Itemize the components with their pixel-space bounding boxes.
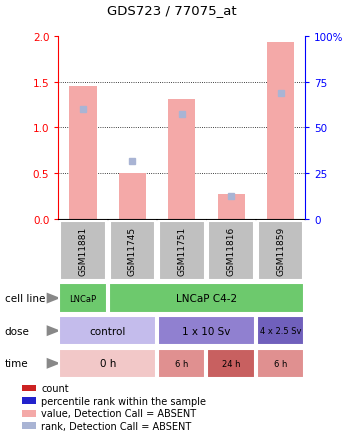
Bar	[109, 284, 304, 313]
Text: value, Detection Call = ABSENT: value, Detection Call = ABSENT	[41, 408, 196, 418]
Bar	[159, 221, 204, 280]
Bar	[209, 221, 254, 280]
Text: GSM11816: GSM11816	[227, 226, 236, 275]
Bar	[119, 174, 146, 219]
Bar	[208, 349, 255, 378]
Bar	[158, 316, 255, 345]
Text: LNCaP: LNCaP	[69, 294, 97, 303]
Text: cell line: cell line	[5, 293, 45, 303]
Text: GSM11881: GSM11881	[79, 226, 87, 275]
Text: 0 h: 0 h	[99, 358, 116, 368]
Bar	[59, 316, 156, 345]
Text: 1 x 10 Sv: 1 x 10 Sv	[182, 326, 231, 336]
Text: LNCaP C4-2: LNCaP C4-2	[176, 293, 237, 303]
Text: GSM11859: GSM11859	[276, 226, 285, 275]
Bar	[69, 87, 97, 219]
Text: 4 x 2.5 Sv: 4 x 2.5 Sv	[260, 326, 301, 335]
Text: dose: dose	[5, 326, 29, 336]
Bar	[110, 221, 155, 280]
Text: 6 h: 6 h	[175, 359, 188, 368]
Bar	[257, 316, 304, 345]
Bar	[59, 349, 156, 378]
Bar	[22, 385, 36, 391]
Text: percentile rank within the sample: percentile rank within the sample	[41, 396, 206, 406]
Polygon shape	[47, 358, 60, 369]
Text: rank, Detection Call = ABSENT: rank, Detection Call = ABSENT	[41, 421, 191, 431]
Text: GSM11751: GSM11751	[177, 226, 186, 275]
Text: GSM11745: GSM11745	[128, 226, 137, 275]
Text: GDS723 / 77075_at: GDS723 / 77075_at	[107, 4, 236, 17]
Bar	[267, 43, 294, 219]
Bar	[217, 194, 245, 219]
Bar	[22, 410, 36, 417]
Bar	[22, 397, 36, 404]
Bar	[258, 221, 303, 280]
Bar	[60, 221, 106, 280]
Text: count: count	[41, 383, 69, 393]
Polygon shape	[47, 293, 60, 304]
Polygon shape	[47, 326, 60, 336]
Text: 6 h: 6 h	[274, 359, 287, 368]
Text: time: time	[5, 358, 28, 368]
Bar	[168, 100, 196, 219]
Bar	[59, 284, 107, 313]
Bar	[158, 349, 205, 378]
Bar	[22, 422, 36, 429]
Text: control: control	[90, 326, 126, 336]
Bar	[257, 349, 304, 378]
Text: 24 h: 24 h	[222, 359, 240, 368]
